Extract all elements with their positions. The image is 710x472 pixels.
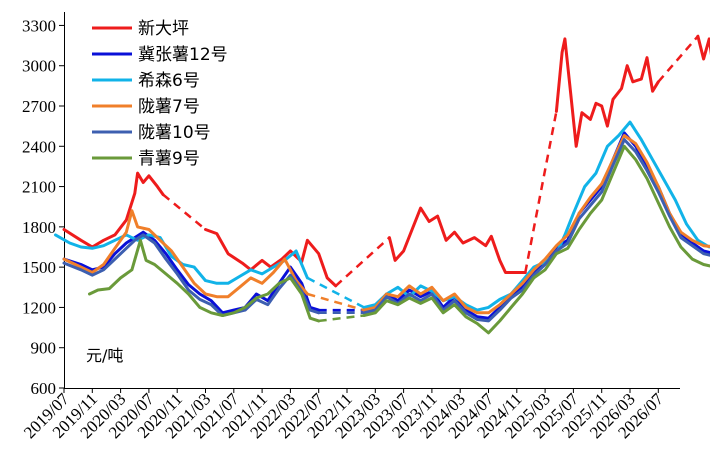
series-line bbox=[62, 134, 710, 315]
y-tick-label: 900 bbox=[31, 339, 57, 358]
series-5 bbox=[62, 138, 710, 323]
legend-label: 希森6号 bbox=[138, 71, 200, 91]
y-tick-label: 1500 bbox=[22, 258, 56, 277]
y-tick-label: 3300 bbox=[22, 16, 56, 35]
legend-label: 新大坪 bbox=[138, 19, 189, 39]
y-tick-label: 2100 bbox=[22, 178, 56, 197]
legend-label: 青薯9号 bbox=[138, 149, 200, 169]
y-tick-label: 1800 bbox=[22, 218, 56, 237]
series-layer bbox=[54, 34, 710, 335]
series-gap-line bbox=[318, 311, 364, 315]
series-line bbox=[88, 144, 710, 335]
unit-label: 元/吨 bbox=[86, 346, 123, 365]
series-gap-line bbox=[318, 308, 364, 312]
series-3 bbox=[54, 120, 710, 312]
legend-label: 陇薯7号 bbox=[138, 97, 200, 117]
series-gap-line bbox=[162, 35, 699, 287]
y-tick-label: 2700 bbox=[22, 97, 56, 116]
axes bbox=[64, 12, 680, 389]
series-gap-line bbox=[306, 276, 365, 309]
y-tick-label: 3000 bbox=[22, 57, 56, 76]
legend-label: 冀张薯12号 bbox=[138, 45, 228, 65]
series-gap-line bbox=[307, 292, 365, 312]
y-tick-label: 600 bbox=[31, 379, 57, 398]
series-line bbox=[62, 138, 710, 323]
legend-label: 陇薯10号 bbox=[138, 123, 211, 143]
series-4 bbox=[62, 134, 710, 315]
y-axis-ticks: 600 900 1200 1500 1800 2100 2400 2700 3000 3300 bbox=[22, 16, 64, 398]
y-tick-label: 1200 bbox=[22, 298, 56, 317]
series-line bbox=[54, 120, 710, 312]
series-1 bbox=[62, 34, 710, 288]
x-axis-ticks: 2019/072019/112020/032020/072020/112021/… bbox=[20, 388, 667, 442]
series-line bbox=[62, 34, 710, 288]
y-tick-label: 2400 bbox=[22, 137, 56, 156]
series-6 bbox=[88, 144, 710, 335]
